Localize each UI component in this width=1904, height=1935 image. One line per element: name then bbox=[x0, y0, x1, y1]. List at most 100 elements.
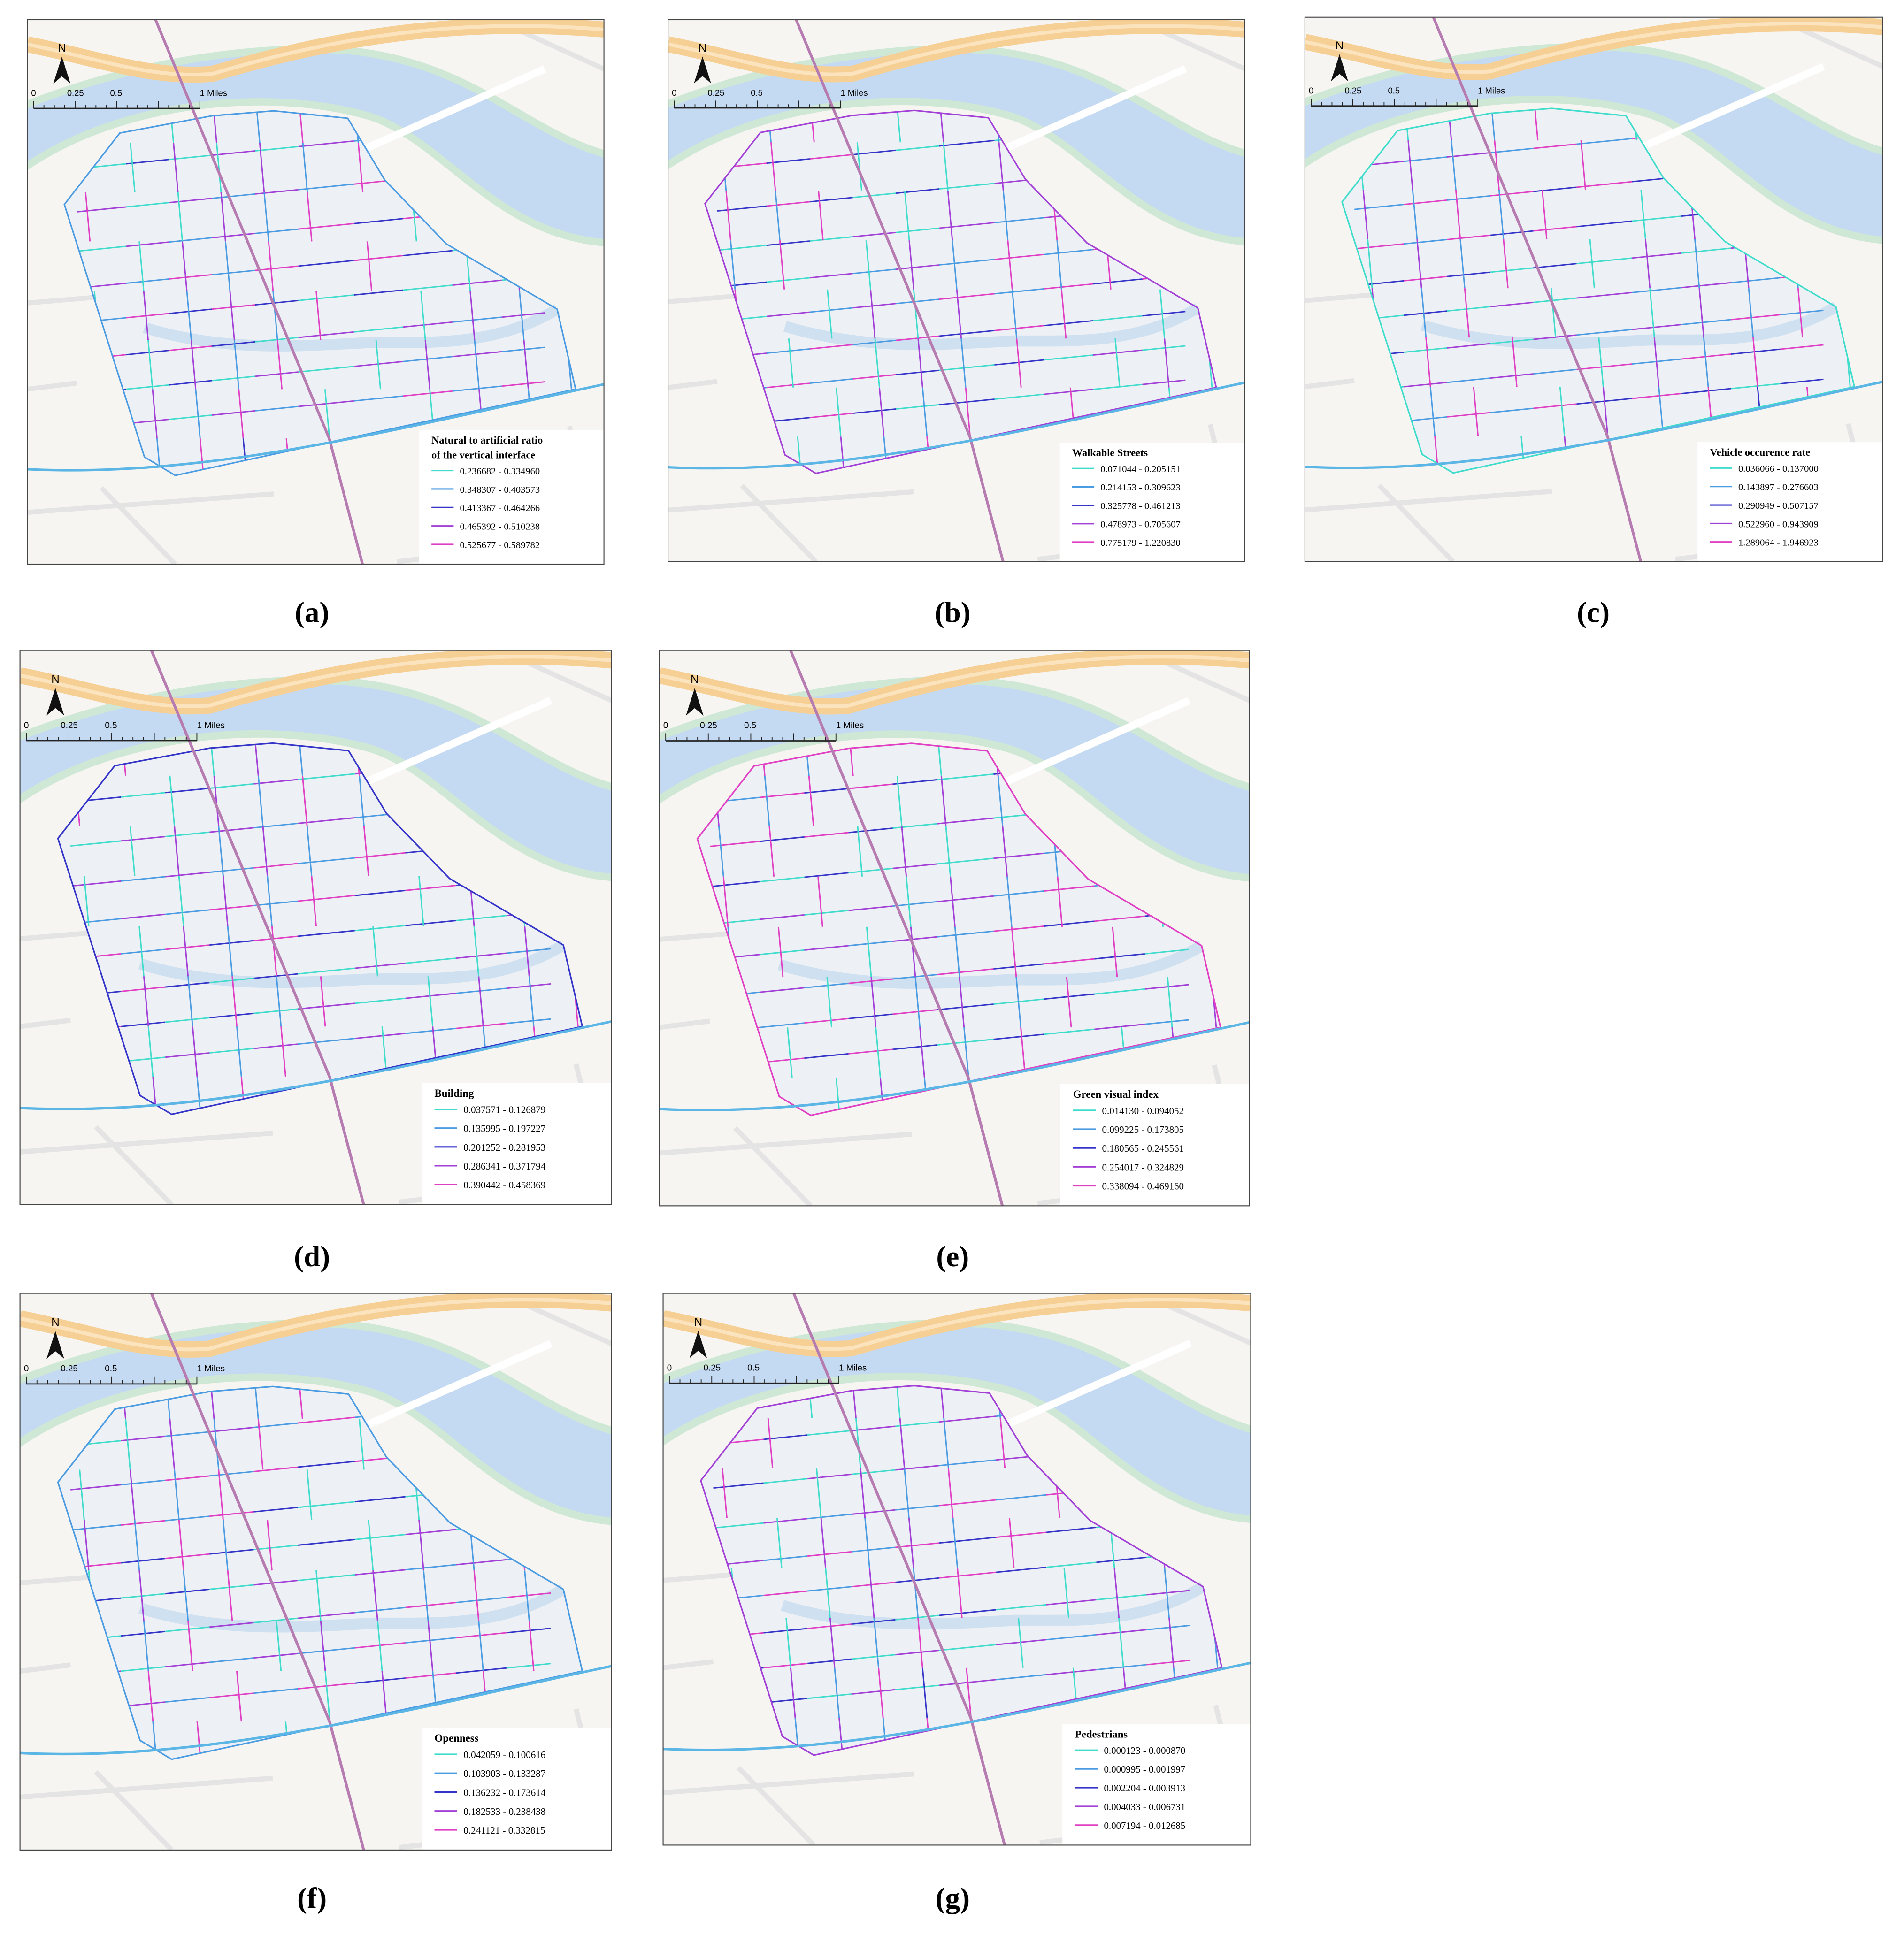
street bbox=[368, 1520, 374, 1571]
street bbox=[1533, 226, 1577, 232]
road bbox=[1305, 378, 1355, 390]
street bbox=[875, 1027, 881, 1078]
inner-canal bbox=[143, 304, 560, 352]
street bbox=[272, 291, 278, 340]
street bbox=[1576, 363, 1633, 370]
street bbox=[298, 140, 354, 147]
street bbox=[354, 1677, 406, 1684]
street bbox=[178, 876, 184, 926]
street bbox=[763, 1478, 808, 1484]
street bbox=[939, 139, 995, 147]
street bbox=[994, 253, 1044, 260]
rail-line bbox=[154, 19, 364, 564]
scale-label: 0.25 bbox=[708, 88, 725, 98]
scale-label: 1 Miles bbox=[200, 88, 227, 98]
street bbox=[895, 110, 901, 143]
road bbox=[663, 1571, 739, 1583]
street bbox=[138, 241, 145, 291]
street bbox=[725, 191, 731, 241]
street bbox=[359, 1419, 365, 1470]
street bbox=[939, 1537, 996, 1544]
street bbox=[174, 1469, 180, 1520]
panel-frame bbox=[668, 19, 1245, 562]
road bbox=[668, 293, 742, 305]
street bbox=[937, 773, 994, 780]
street bbox=[186, 291, 192, 340]
scale-label: 0.25 bbox=[61, 1363, 78, 1373]
street bbox=[405, 885, 456, 891]
street bbox=[253, 1580, 298, 1586]
street bbox=[1698, 288, 1704, 338]
canal-line bbox=[668, 381, 1245, 470]
street bbox=[452, 279, 502, 286]
street bbox=[255, 265, 299, 271]
scale-label: 0.25 bbox=[700, 720, 717, 730]
street bbox=[524, 1570, 530, 1621]
district bbox=[64, 111, 576, 476]
street bbox=[1490, 301, 1534, 307]
street bbox=[760, 836, 805, 842]
street bbox=[422, 1570, 429, 1621]
river bbox=[20, 684, 612, 874]
street bbox=[766, 201, 810, 207]
street bbox=[79, 1469, 85, 1520]
street bbox=[1093, 315, 1143, 321]
legend-title: Pedestrians bbox=[1075, 1728, 1128, 1740]
scale-label: 1 Miles bbox=[197, 720, 225, 730]
street bbox=[763, 1555, 808, 1561]
legend-item: 0.325778 - 0.461213 bbox=[1100, 501, 1180, 511]
street bbox=[165, 1475, 210, 1481]
street bbox=[165, 1588, 210, 1595]
scale-label: 0 bbox=[31, 88, 36, 98]
street bbox=[268, 241, 274, 291]
street bbox=[1533, 143, 1577, 149]
street bbox=[1644, 239, 1651, 289]
legend-item: 0.182533 - 0.238438 bbox=[463, 1806, 545, 1817]
street bbox=[776, 1518, 783, 1568]
legend-item: 0.236682 - 0.334960 bbox=[460, 466, 540, 476]
street bbox=[921, 387, 928, 437]
street bbox=[1653, 337, 1660, 387]
street bbox=[939, 329, 995, 337]
street bbox=[121, 836, 166, 842]
street bbox=[253, 1422, 298, 1428]
street bbox=[216, 143, 222, 192]
street bbox=[804, 982, 849, 989]
legend-item: 0.000123 - 0.000870 bbox=[1104, 1745, 1185, 1756]
street bbox=[895, 1649, 940, 1656]
street bbox=[298, 222, 354, 230]
street bbox=[276, 976, 282, 1027]
street bbox=[1541, 190, 1548, 239]
legend: Pedestrians 0.000123 - 0.000870 0.000995 -… bbox=[1062, 1724, 1251, 1845]
street bbox=[224, 241, 231, 291]
street bbox=[222, 1520, 229, 1571]
street bbox=[456, 952, 507, 959]
street bbox=[956, 289, 962, 339]
street bbox=[209, 940, 254, 946]
street bbox=[257, 775, 264, 826]
legend: Green visual index 0.014130 - 0.094052 0.0… bbox=[1060, 1084, 1250, 1206]
street bbox=[209, 1012, 254, 1019]
street bbox=[129, 1469, 136, 1520]
legend-item: 0.007194 - 0.012685 bbox=[1104, 1820, 1185, 1831]
street bbox=[220, 192, 226, 242]
street bbox=[938, 110, 944, 143]
street bbox=[420, 291, 426, 340]
street bbox=[1404, 382, 1447, 388]
street bbox=[1580, 140, 1586, 190]
street bbox=[212, 341, 256, 347]
legend-item: 0.071044 - 0.205151 bbox=[1100, 464, 1180, 474]
street bbox=[255, 371, 299, 377]
street bbox=[1459, 239, 1466, 289]
panel-frame bbox=[19, 1293, 612, 1851]
map-panel: N 0 0.25 0.5 1 Miles Pedestrians 0.000123 - 0.… bbox=[662, 1293, 1251, 1846]
legend-item: 0.775179 - 1.220830 bbox=[1100, 538, 1180, 548]
street bbox=[213, 1419, 220, 1470]
legend-item: 0.180565 - 0.245561 bbox=[1102, 1143, 1184, 1154]
legend: Openness 0.042059 - 0.100616 0.103903 - 0.… bbox=[422, 1728, 612, 1850]
street bbox=[152, 1721, 158, 1759]
road bbox=[663, 1659, 714, 1670]
street bbox=[817, 876, 823, 927]
scale-bar: N 0 0.25 0.5 1 Miles bbox=[1309, 40, 1505, 107]
panel-frame bbox=[1304, 16, 1883, 562]
